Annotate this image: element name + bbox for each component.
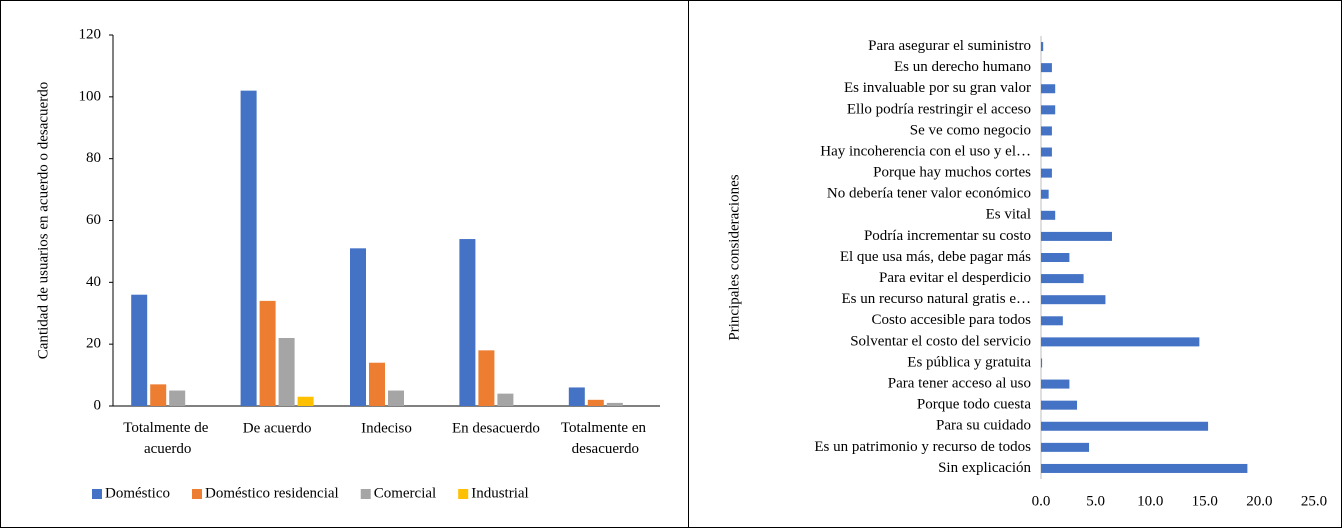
y-tick-label: Para tener acceso al uso (888, 376, 1031, 392)
bar (1041, 442, 1090, 452)
bar (1041, 358, 1043, 368)
bar (369, 362, 385, 406)
bar (1041, 168, 1052, 178)
y-tick-label: Es un recurso natural gratis e… (841, 291, 1031, 307)
y-tick-label: 120 (79, 26, 102, 42)
x-tick-label: En desacuerdo (452, 420, 540, 436)
y-tick-label: 0 (94, 397, 102, 413)
bar (150, 384, 167, 406)
y-tick-label: Porque todo cuesta (917, 397, 1031, 413)
y-tick-label: Sin explicación (938, 460, 1031, 476)
bar (297, 396, 314, 406)
y-tick-label: Es un patrimonio y recurso de todos (814, 439, 1031, 455)
x-tick-label: De acuerdo (243, 420, 312, 436)
bar (131, 294, 148, 406)
bar (1041, 189, 1049, 199)
bar (1041, 463, 1248, 473)
y-tick-label: Solventar el costo del servicio (850, 333, 1031, 349)
bar (1041, 105, 1056, 115)
legend-swatch (360, 489, 371, 499)
bar (1041, 147, 1052, 157)
x-tick-label: 5.0 (1086, 493, 1105, 509)
y-tick-label: 80 (86, 150, 101, 166)
bar (1041, 42, 1044, 52)
bar (478, 350, 495, 406)
y-tick-label: Es vital (986, 207, 1031, 223)
y-tick-label: Porque hay muchos cortes (873, 165, 1031, 181)
x-tick-label: Indeciso (361, 420, 412, 436)
bar (568, 387, 585, 406)
x-tick-label: Totalmente de acuerdo (123, 420, 212, 457)
bar (1041, 295, 1106, 305)
bar (350, 248, 366, 406)
legend-label: Doméstico residencial (205, 485, 339, 501)
bar (278, 337, 295, 406)
bar (1041, 274, 1084, 284)
bar (1041, 421, 1209, 431)
y-tick-label: Para su cuidado (936, 418, 1031, 434)
y-tick-label: Para evitar el desperdicio (879, 270, 1031, 286)
legend-label: Industrial (471, 485, 529, 501)
legend-swatch (458, 489, 469, 499)
bar (1041, 126, 1052, 136)
y-tick-label: Es pública y gratuita (907, 354, 1031, 370)
y-tick-label: 20 (86, 336, 101, 352)
y-tick-label: Hay incoherencia con el uso y el… (820, 143, 1031, 159)
y-axis-label: Cantidad de usuarios en acuerdo o desacu… (35, 82, 51, 359)
x-tick-label: Totalmente en desacuerdo (561, 420, 650, 457)
bar (459, 239, 476, 406)
y-tick-label: Costo accesible para todos (871, 312, 1031, 328)
bar (587, 399, 604, 406)
x-tick-label: 0.0 (1032, 493, 1051, 509)
x-tick-label: 10.0 (1137, 493, 1163, 509)
y-tick-label: Para asegurar el suministro (868, 38, 1031, 54)
y-tick-label: El que usa más, debe pagar más (840, 249, 1031, 265)
x-tick-label: 20.0 (1246, 493, 1272, 509)
bar (1041, 400, 1078, 410)
left-panel (0, 0, 689, 528)
legend-swatch (92, 489, 102, 499)
legend-label: Doméstico (105, 485, 170, 501)
bar (1041, 379, 1070, 389)
y-tick-label: Es invaluable por su gran valor (844, 80, 1031, 96)
y-axis-label: Principales consideraciones (726, 174, 742, 340)
y-tick-label: Se ve como negocio (910, 122, 1031, 138)
bar (388, 390, 404, 406)
bar (240, 90, 257, 407)
bar (1041, 316, 1063, 326)
x-tick-label: 15.0 (1192, 493, 1218, 509)
bar (1041, 63, 1052, 73)
legend-swatch (192, 489, 202, 499)
x-tick-label: 25.0 (1301, 493, 1327, 509)
y-tick-label: 40 (86, 274, 101, 290)
y-tick-label: Podría incrementar su costo (864, 228, 1031, 244)
bar (259, 300, 276, 406)
y-tick-label: Es un derecho humano (894, 59, 1031, 75)
bar (1041, 84, 1056, 94)
bar (169, 390, 186, 406)
bar (1041, 253, 1070, 262)
y-tick-label: Ello podría restringir el acceso (847, 101, 1031, 117)
legend-label: Comercial (374, 485, 436, 501)
y-tick-label: No debería tener valor económico (827, 186, 1031, 202)
bar (1041, 231, 1112, 241)
y-tick-label: 60 (86, 212, 101, 228)
bar (497, 393, 514, 406)
right-panel (688, 0, 1342, 528)
y-tick-label: 100 (79, 88, 102, 104)
bar (1041, 337, 1200, 347)
bar (1041, 210, 1056, 220)
bar (606, 402, 623, 406)
